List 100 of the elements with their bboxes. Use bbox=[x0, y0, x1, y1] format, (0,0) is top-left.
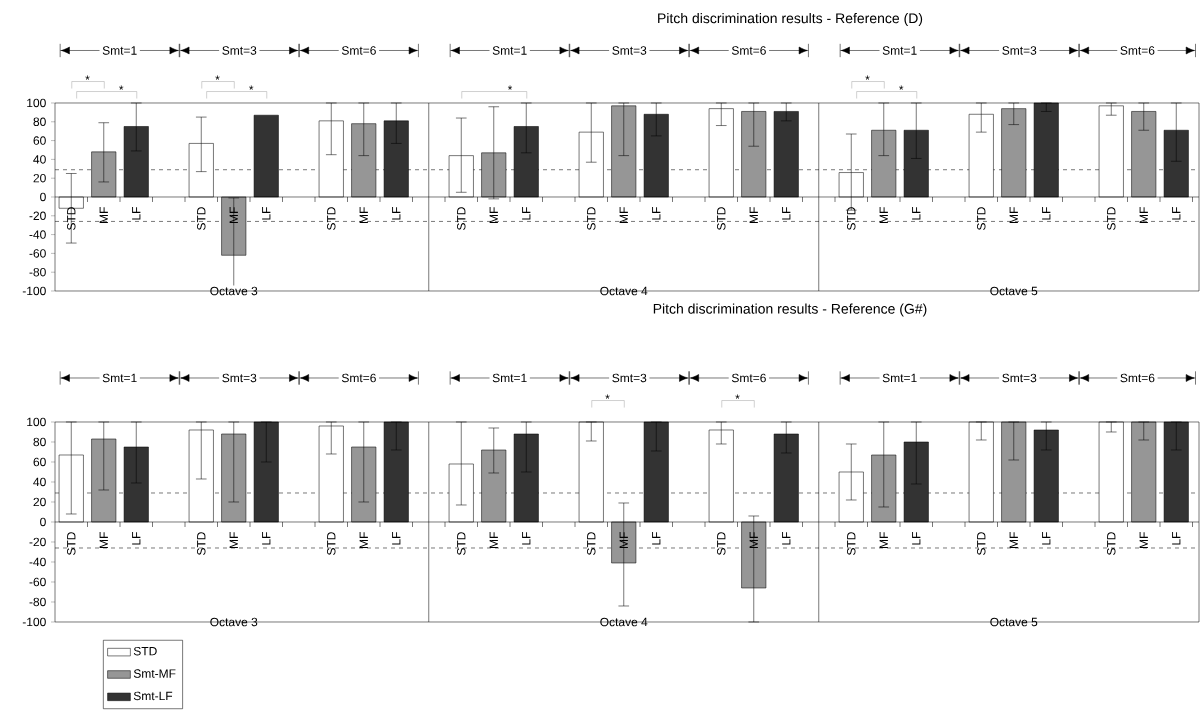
x-tick-label: MF bbox=[749, 532, 758, 548]
y-tick-label: 20 bbox=[33, 173, 46, 183]
text: Smt=1 bbox=[102, 373, 137, 383]
text: * bbox=[119, 85, 124, 90]
text: Smt=6 bbox=[1120, 46, 1155, 55]
x-tick-label: MF bbox=[619, 207, 628, 223]
chart-title: Pitch discrimination results - Reference (G#) bbox=[653, 303, 927, 317]
x-tick-label: LF bbox=[1172, 207, 1181, 220]
x-tick-label: MF bbox=[99, 532, 108, 548]
x-tick-label: LF bbox=[392, 532, 401, 545]
y-tick-label: 60 bbox=[33, 457, 46, 467]
x-tick-label: STD bbox=[1107, 532, 1116, 556]
x-tick-label: LF bbox=[262, 532, 271, 545]
x-tick-label: LF bbox=[132, 532, 141, 545]
x-tick-label: LF bbox=[782, 207, 791, 220]
x-tick-label: LF bbox=[392, 207, 401, 220]
chart-title: Pitch discrimination results - Reference (D) bbox=[658, 12, 923, 27]
text: Smt=1 bbox=[102, 46, 137, 55]
x-tick-label: LF bbox=[132, 207, 141, 220]
legend-label: STD bbox=[133, 646, 157, 656]
text: Smt=3 bbox=[222, 46, 257, 55]
x-tick-label: MF bbox=[879, 532, 888, 548]
x-tick-label: MF bbox=[749, 207, 758, 223]
text: * bbox=[865, 75, 870, 80]
annotation: Octave 3 bbox=[210, 617, 258, 627]
y-tick-label: 40 bbox=[33, 477, 46, 487]
text: Smt=3 bbox=[222, 373, 257, 383]
text: * bbox=[899, 85, 904, 90]
x-tick-label: LF bbox=[782, 532, 791, 545]
x-tick-label: MF bbox=[489, 532, 498, 548]
x-tick-label: LF bbox=[1042, 207, 1051, 220]
x-tick-label: STD bbox=[977, 532, 986, 556]
text: Smt=3 bbox=[1002, 46, 1037, 55]
y-tick-label: 60 bbox=[33, 136, 46, 145]
y-tick-label: -60 bbox=[29, 249, 46, 258]
text: Smt=6 bbox=[1120, 373, 1155, 383]
x-tick-label: MF bbox=[1009, 532, 1018, 548]
text: Smt=6 bbox=[731, 46, 766, 55]
x-tick-label: MF bbox=[619, 532, 628, 548]
annotation: Octave 3 bbox=[210, 286, 258, 296]
y-tick-label: 0 bbox=[40, 517, 46, 527]
x-tick-label: LF bbox=[262, 207, 271, 220]
x-tick-label: STD bbox=[67, 207, 76, 231]
annotation: Octave 4 bbox=[600, 617, 648, 627]
annotation: Octave 5 bbox=[990, 617, 1038, 627]
x-tick-label: MF bbox=[229, 532, 238, 548]
text: * bbox=[249, 85, 254, 90]
x-tick-label: LF bbox=[1172, 532, 1181, 545]
y-tick-label: 0 bbox=[40, 192, 46, 202]
x-tick-label: STD bbox=[327, 532, 336, 556]
x-tick-label: LF bbox=[652, 207, 661, 220]
y-tick-label: -100 bbox=[22, 286, 46, 296]
x-tick-label: LF bbox=[912, 207, 921, 220]
text: Smt=3 bbox=[612, 46, 647, 55]
x-tick-label: MF bbox=[229, 207, 238, 223]
legend-label: Smt-LF bbox=[133, 691, 173, 701]
x-tick-label: STD bbox=[717, 532, 726, 556]
y-tick-label: -80 bbox=[29, 267, 46, 277]
x-tick-label: MF bbox=[359, 532, 368, 548]
text: Smt=1 bbox=[492, 373, 527, 383]
x-tick-label: STD bbox=[847, 207, 856, 231]
x-tick-label: MF bbox=[1139, 532, 1148, 548]
x-tick-label: LF bbox=[1042, 532, 1051, 545]
text: Smt=1 bbox=[882, 373, 917, 383]
x-tick-label: STD bbox=[457, 207, 466, 231]
y-tick-label: -20 bbox=[29, 211, 46, 221]
y-tick-label: -80 bbox=[29, 597, 46, 607]
x-tick-label: LF bbox=[652, 532, 661, 545]
legend-label: Smt-MF bbox=[133, 669, 176, 678]
annotation: Octave 5 bbox=[990, 286, 1038, 296]
y-tick-label: 20 bbox=[33, 497, 46, 507]
text: Smt=1 bbox=[882, 46, 917, 55]
x-tick-label: MF bbox=[1139, 207, 1148, 223]
x-tick-label: STD bbox=[67, 532, 76, 556]
y-tick-label: -100 bbox=[22, 617, 46, 627]
text: Smt=3 bbox=[612, 373, 647, 383]
x-tick-label: LF bbox=[912, 532, 921, 545]
x-tick-label: MF bbox=[1009, 207, 1018, 223]
text: Smt=6 bbox=[341, 46, 376, 55]
y-tick-label: 80 bbox=[33, 437, 46, 447]
annotation: Octave 4 bbox=[600, 286, 648, 296]
text: * bbox=[605, 394, 610, 399]
text: * bbox=[735, 394, 740, 399]
x-tick-label: MF bbox=[879, 207, 888, 223]
y-tick-label: -40 bbox=[29, 557, 46, 567]
x-tick-label: STD bbox=[587, 207, 596, 231]
y-tick-label: -60 bbox=[29, 577, 46, 587]
x-tick-label: MF bbox=[489, 207, 498, 223]
x-tick-label: LF bbox=[522, 207, 531, 220]
x-tick-label: STD bbox=[1107, 207, 1116, 231]
text: Smt=1 bbox=[492, 46, 527, 55]
text: * bbox=[507, 85, 513, 90]
x-tick-label: STD bbox=[587, 532, 596, 556]
y-tick-label: -20 bbox=[29, 537, 46, 547]
x-tick-label: STD bbox=[457, 532, 466, 556]
x-tick-label: STD bbox=[197, 532, 206, 556]
x-tick-label: STD bbox=[197, 207, 206, 231]
y-tick-label: -40 bbox=[29, 230, 46, 239]
text: Smt=6 bbox=[341, 373, 376, 383]
y-tick-label: 100 bbox=[27, 98, 46, 108]
